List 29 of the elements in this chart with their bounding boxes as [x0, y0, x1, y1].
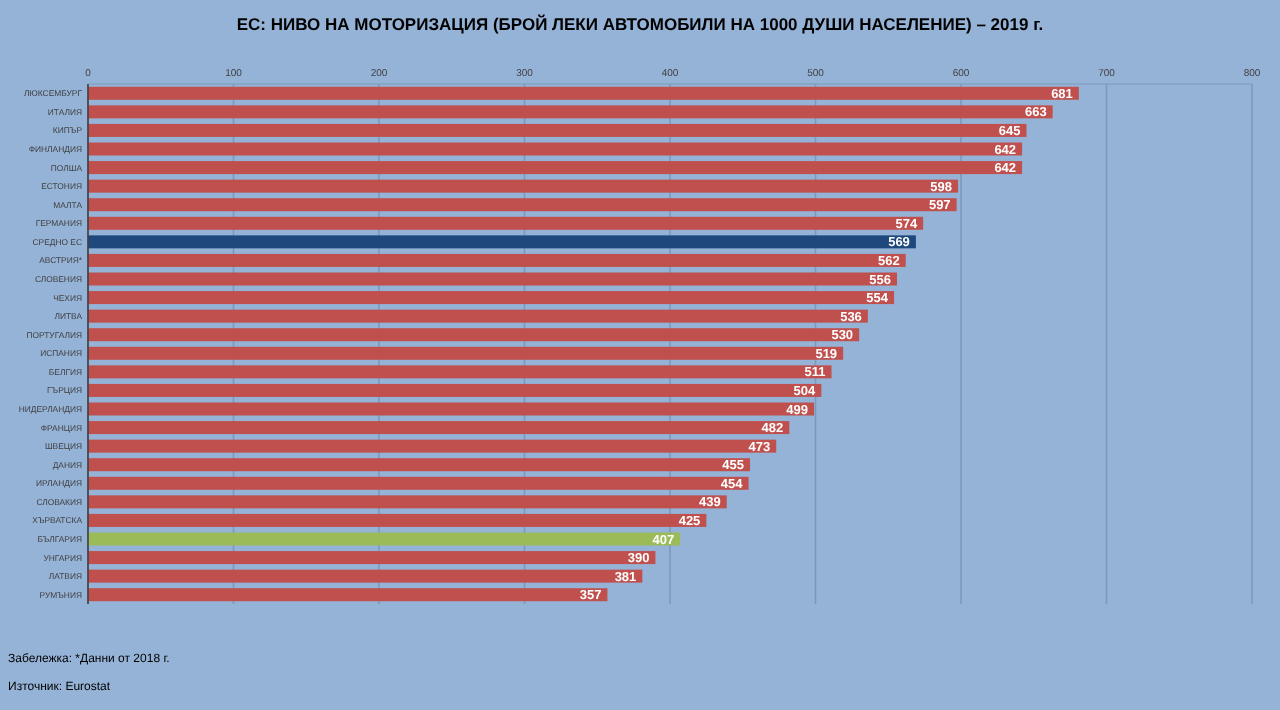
- bar: [88, 495, 727, 509]
- chart-title: ЕС: НИВО НА МОТОРИЗАЦИЯ (БРОЙ ЛЕКИ АВТОМОБИЛИ НА 1000 ДУШИ НАСЕЛЕНИЕ) – 2019 г.: [236, 14, 1044, 34]
- bar: [88, 346, 844, 360]
- bar: [88, 476, 749, 490]
- bar: [88, 161, 1023, 175]
- bar: [88, 569, 643, 583]
- bar: [88, 421, 790, 435]
- bar: [88, 198, 957, 212]
- bar: [88, 365, 832, 379]
- bar: [88, 328, 860, 342]
- bar: [88, 383, 822, 397]
- bar: [88, 123, 1027, 137]
- bar: [88, 439, 777, 453]
- bar: [88, 272, 897, 286]
- bar: [88, 458, 751, 472]
- bar: [88, 291, 895, 305]
- bar: [88, 402, 815, 416]
- bar: [88, 105, 1053, 119]
- bar: [88, 588, 608, 602]
- bar: [88, 216, 924, 230]
- bar: [88, 235, 916, 249]
- bar: [88, 551, 656, 565]
- bar: [88, 309, 868, 323]
- bar: [88, 513, 707, 527]
- bar: [88, 532, 681, 546]
- bar: [88, 86, 1079, 100]
- bar: [88, 253, 906, 267]
- bar: [88, 142, 1023, 156]
- bar: [88, 179, 959, 193]
